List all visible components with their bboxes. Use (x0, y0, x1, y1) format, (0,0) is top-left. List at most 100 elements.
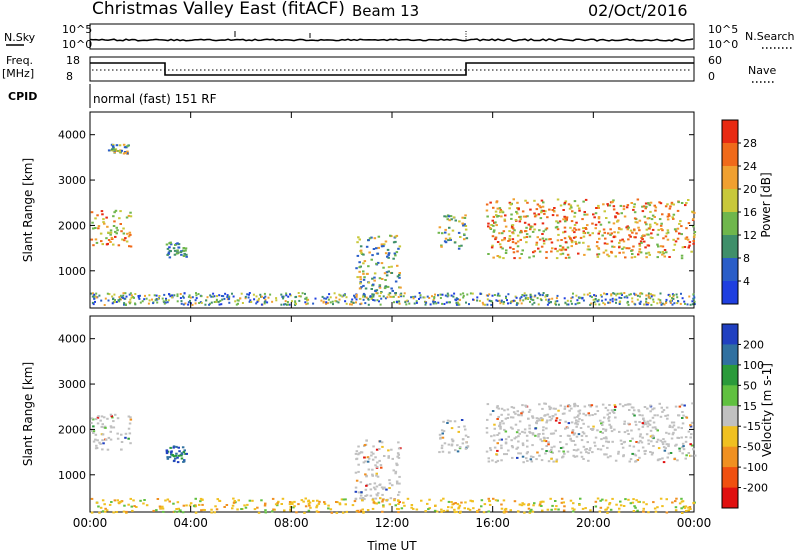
data-cell (356, 509, 359, 512)
data-cell (620, 443, 623, 445)
data-cell (635, 232, 638, 235)
data-cell (113, 300, 116, 303)
data-cell (360, 302, 363, 305)
data-cell (670, 437, 674, 440)
data-cell (218, 294, 221, 297)
data-cell (395, 251, 399, 254)
data-cell (534, 214, 538, 217)
data-cell (440, 447, 444, 450)
data-cell (113, 293, 116, 296)
data-cell (525, 452, 529, 455)
data-cell (622, 240, 626, 243)
data-cell (102, 218, 105, 221)
data-cell (620, 292, 623, 295)
data-cell (630, 202, 633, 204)
data-cell (648, 253, 651, 256)
data-cell (442, 497, 445, 500)
data-cell (666, 417, 669, 420)
data-cell (378, 286, 382, 289)
data-cell (538, 204, 541, 207)
data-cell (692, 218, 695, 221)
data-cell (651, 451, 654, 454)
data-cell (497, 432, 501, 435)
data-cell (663, 449, 667, 452)
data-cell (120, 230, 123, 233)
data-cell (613, 408, 617, 411)
data-cell (645, 228, 649, 231)
data-cell (644, 207, 647, 210)
data-cell (522, 299, 525, 302)
data-cell (231, 507, 234, 510)
data-cell (519, 299, 522, 302)
colorbar-tick-label: 200 (743, 338, 764, 351)
data-cell (589, 405, 592, 408)
data-cell (573, 405, 576, 408)
colorbar-frame (721, 323, 739, 509)
data-cell (621, 293, 623, 296)
data-cell (387, 293, 391, 296)
data-cell (395, 480, 399, 483)
data-cell (123, 504, 126, 507)
data-cell (359, 451, 363, 454)
data-cell (529, 228, 532, 231)
data-cell (580, 439, 584, 442)
data-cell (246, 503, 249, 506)
data-cell (526, 459, 529, 462)
data-cell (506, 417, 510, 419)
data-cell (576, 423, 579, 426)
data-cell (456, 444, 459, 447)
data-cell (523, 511, 526, 514)
data-cell (566, 246, 570, 249)
data-cell (386, 285, 390, 288)
data-cell (505, 297, 507, 299)
data-cell (584, 507, 587, 510)
data-cell (531, 510, 535, 513)
data-cell (503, 301, 505, 303)
data-cell (365, 484, 368, 487)
data-cell (607, 417, 610, 420)
data-cell (506, 408, 510, 411)
data-cell (374, 290, 377, 292)
data-cell (396, 482, 399, 485)
data-cell (564, 420, 567, 423)
data-cell (541, 233, 544, 235)
data-cell (266, 301, 269, 304)
colorbar-swatch (722, 364, 738, 386)
data-cell (130, 296, 133, 299)
data-cell (94, 295, 97, 298)
data-cell (366, 509, 370, 511)
data-cell (267, 296, 270, 299)
x-tick-label: 16:00 (475, 516, 510, 530)
data-cell (441, 302, 444, 305)
data-cell (563, 297, 566, 300)
data-cell (533, 250, 537, 253)
data-cell (566, 450, 570, 453)
data-cell (92, 425, 95, 428)
data-cell (290, 501, 294, 504)
data-cell (260, 499, 263, 502)
data-cell (676, 296, 679, 299)
data-cell (371, 277, 374, 280)
data-cell (240, 508, 243, 510)
data-cell (611, 245, 614, 248)
velocity-x-label: Time UT (366, 539, 417, 553)
data-cell (575, 425, 578, 428)
data-cell (569, 300, 572, 303)
data-cell (487, 222, 490, 225)
data-cell (538, 433, 541, 435)
data-cell (669, 452, 673, 454)
data-cell (182, 303, 185, 306)
data-cell (139, 499, 142, 502)
data-cell (567, 303, 570, 306)
data-cell (676, 227, 680, 230)
data-cell (194, 511, 198, 514)
data-cell (367, 297, 370, 300)
data-cell (115, 226, 118, 229)
data-cell (661, 245, 665, 248)
data-cell (509, 416, 513, 419)
data-cell (111, 149, 115, 152)
data-cell (504, 438, 508, 441)
data-cell (499, 246, 503, 249)
data-cell (509, 246, 512, 249)
data-cell (646, 407, 649, 410)
